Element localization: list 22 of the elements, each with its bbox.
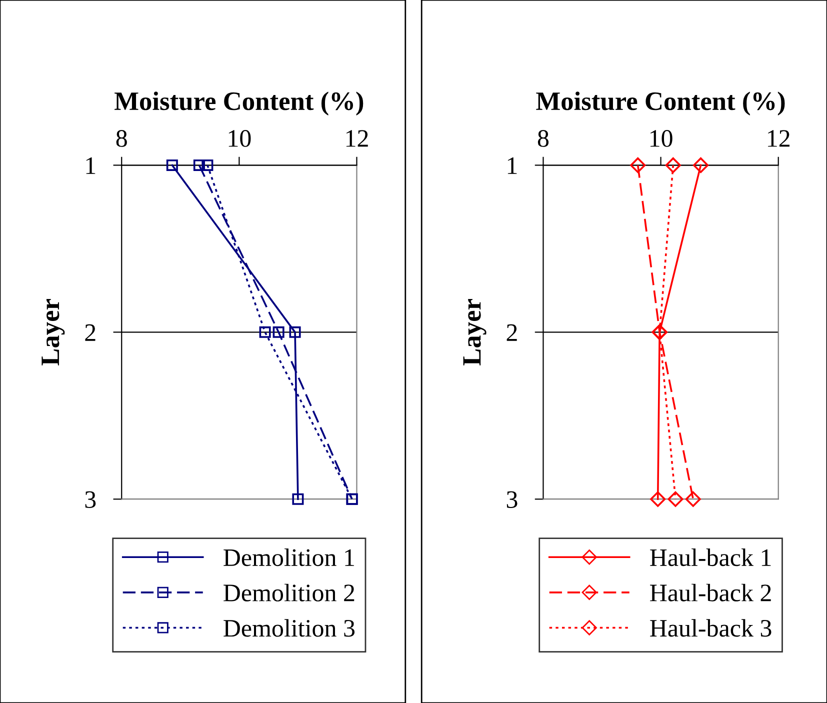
y-tick-label: 2	[506, 324, 517, 341]
legend-label: Demolition 2	[224, 584, 354, 602]
y-axis-title: Layer	[463, 299, 486, 366]
x-tick-label: 10	[228, 130, 251, 147]
legend-label: Haul-back 2	[650, 584, 771, 602]
x-tick-label: 12	[768, 130, 790, 147]
y-axis-title: Layer	[42, 299, 65, 366]
y-tick-label: 3	[506, 491, 518, 508]
legend-label: Demolition 3	[224, 619, 355, 637]
x-axis-title: Moisture Content (%)	[536, 92, 785, 116]
x-tick-label: 8	[538, 130, 549, 147]
x-tick-label: 12	[346, 130, 368, 147]
y-tick-label: 3	[85, 491, 96, 508]
y-tick-label: 2	[85, 324, 96, 341]
legend-label: Haul-back 3	[650, 619, 772, 637]
y-tick-label: 1	[86, 157, 96, 174]
x-tick-label: 10	[650, 130, 672, 147]
legend-label: Demolition 1	[224, 548, 354, 566]
x-tick-label: 8	[116, 130, 127, 147]
x-axis-title: Moisture Content (%)	[114, 92, 364, 116]
y-tick-label: 1	[508, 157, 517, 174]
legend-label: Haul-back 1	[650, 548, 771, 566]
